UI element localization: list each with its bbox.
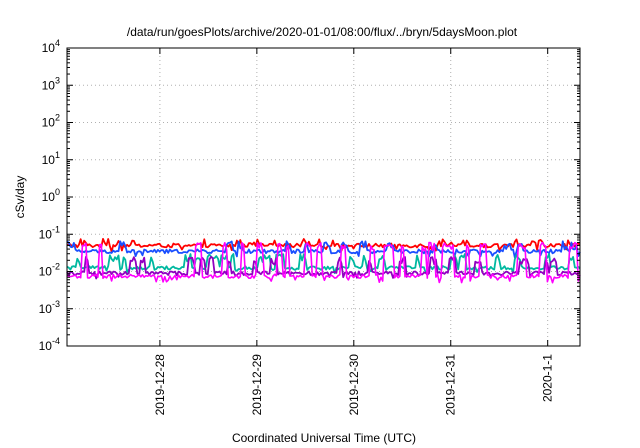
y-tick-label: 104 — [42, 38, 60, 55]
y-tick-label: 10-3 — [39, 299, 60, 316]
series-line — [66, 255, 581, 280]
x-tick-label: 2019-12-29 — [250, 354, 264, 416]
y-tick-label: 100 — [42, 187, 60, 204]
x-tick-label: 2019-12-31 — [444, 354, 458, 416]
chart-title: /data/run/goesPlots/archive/2020-01-01/0… — [127, 25, 518, 39]
y-tick-label: 103 — [42, 75, 60, 92]
y-axis-label: cSv/day — [13, 176, 27, 219]
axis-ticks — [67, 47, 580, 347]
x-tick-label: 2019-12-28 — [153, 354, 167, 416]
y-tick-label: 10-1 — [39, 224, 60, 241]
y-tick-label: 10-2 — [39, 262, 60, 279]
series-line — [66, 241, 581, 284]
series-line — [66, 252, 581, 275]
grid — [67, 48, 580, 346]
y-tick-label: 101 — [42, 150, 60, 167]
y-tick-label: 102 — [42, 113, 60, 130]
x-tick-labels: 2019-12-28 2019-12-29 2019-12-30 2019-12-31… — [153, 354, 555, 416]
y-tick-label: 10-4 — [39, 336, 60, 353]
x-tick-label: 2019-12-30 — [347, 354, 361, 416]
series-line — [66, 240, 581, 259]
y-tick-labels: 10-4 10-3 10-2 10-1 100 101 102 103 104 — [39, 38, 60, 353]
x-tick-label: 2020-1-1 — [541, 354, 555, 402]
x-axis-label: Coordinated Universal Time (UTC) — [232, 431, 416, 445]
series-group — [66, 237, 581, 284]
